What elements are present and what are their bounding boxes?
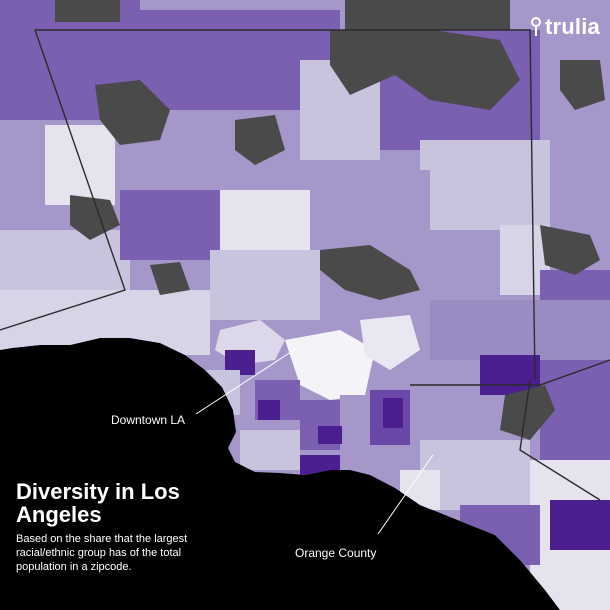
- boundary-line: [0, 29, 126, 331]
- zip-region: [240, 430, 300, 470]
- zip-region: [318, 426, 342, 444]
- boundary-line: [519, 379, 601, 501]
- title-block: Diversity in Los Angeles Based on the sh…: [16, 480, 206, 574]
- no-data-area: [95, 80, 170, 145]
- no-data-area: [540, 225, 600, 275]
- zip-region: [430, 230, 500, 300]
- zip-region: [340, 395, 370, 445]
- no-data-area: [560, 60, 605, 110]
- zip-region: [285, 330, 375, 400]
- orange-county-callout-line: [377, 454, 434, 535]
- boundary-line: [35, 29, 536, 381]
- zip-region: [220, 190, 310, 250]
- no-data-area: [330, 28, 520, 110]
- zip-region: [120, 190, 220, 260]
- no-data-area: [430, 0, 510, 30]
- no-data-area: [500, 385, 555, 440]
- zip-region: [550, 500, 610, 550]
- zip-region: [360, 315, 420, 370]
- zip-region: [258, 400, 280, 420]
- zip-region: [210, 250, 320, 320]
- downtown-callout-line: [195, 347, 298, 415]
- no-data-area: [55, 0, 120, 22]
- zip-region: [480, 355, 540, 395]
- map-pin-icon: [531, 17, 541, 36]
- zip-region: [310, 170, 430, 250]
- no-data-area: [235, 115, 285, 165]
- zip-region: [420, 140, 550, 230]
- brand-name: trulia: [545, 14, 600, 39]
- no-data-area: [70, 195, 120, 240]
- zip-region: [0, 230, 130, 290]
- zip-region: [300, 455, 340, 475]
- downtown-la-label: Downtown LA: [111, 413, 186, 427]
- map-subtitle: Based on the share that the largest raci…: [16, 533, 188, 573]
- no-data-area: [320, 245, 420, 300]
- boundary-line: [410, 359, 610, 386]
- zip-region: [45, 125, 115, 205]
- brand-logo: trulia: [530, 14, 600, 40]
- map-title: Diversity in Los Angeles: [16, 479, 180, 527]
- zip-region: [383, 398, 403, 428]
- zip-region: [430, 300, 610, 360]
- no-data-area: [150, 262, 190, 295]
- callout-lines: [195, 347, 434, 535]
- county-boundaries: [0, 29, 610, 501]
- orange-county-label: Orange County: [295, 546, 377, 560]
